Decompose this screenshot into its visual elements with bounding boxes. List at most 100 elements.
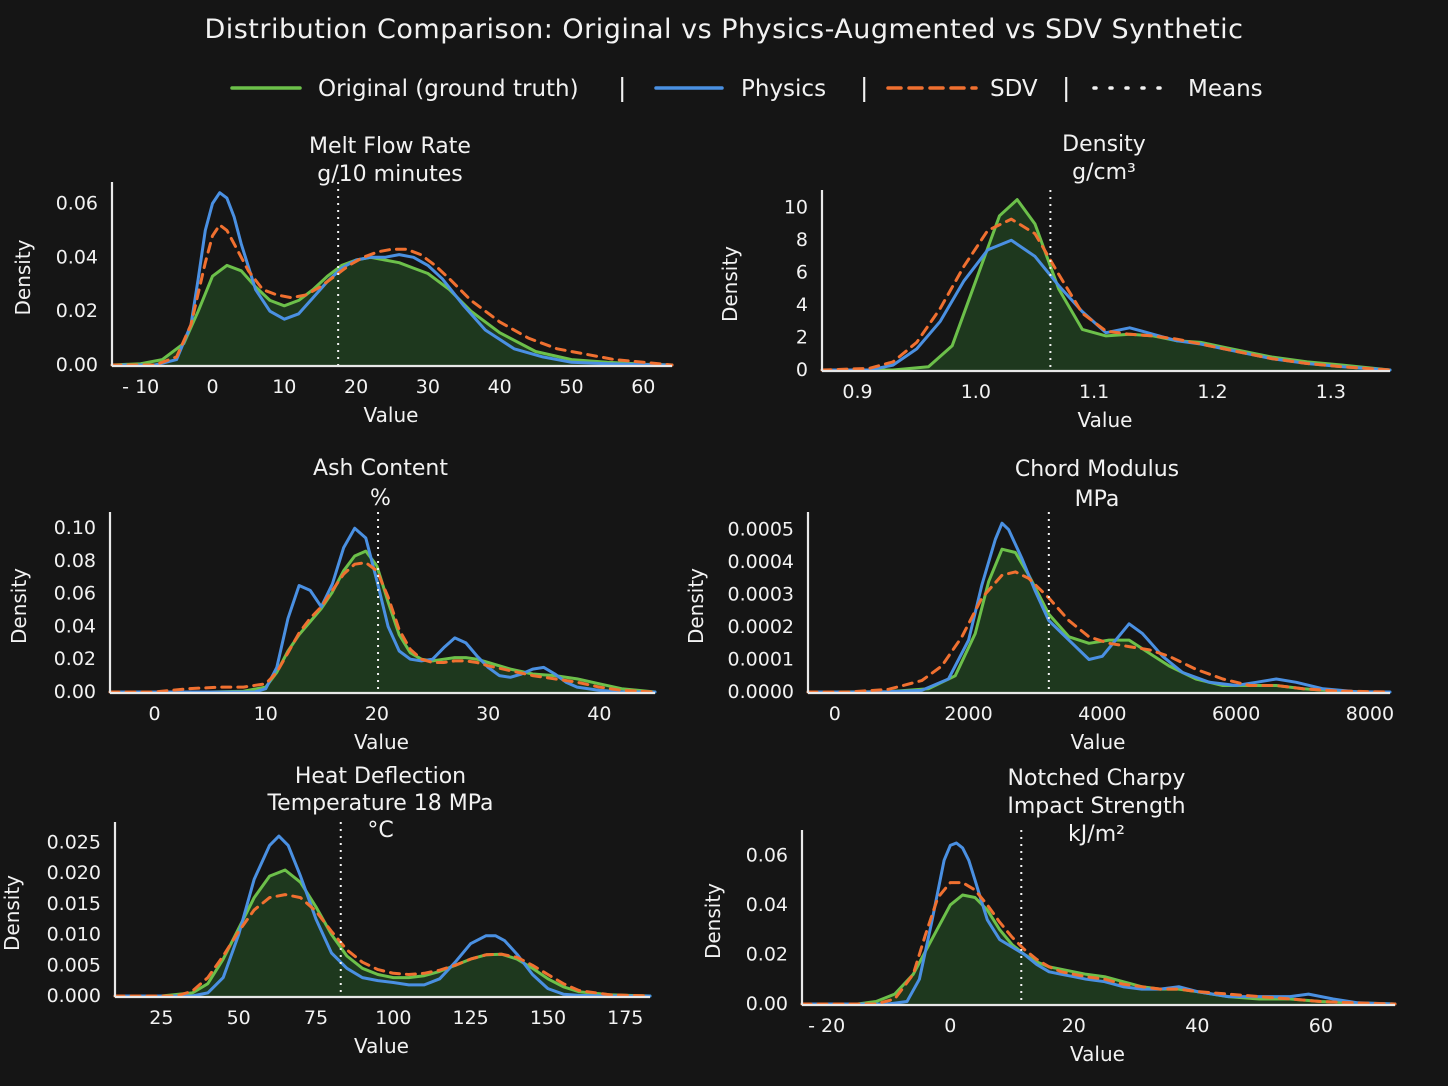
x-tick-label: 10: [272, 376, 296, 398]
x-tick-label: 20: [1062, 1015, 1086, 1037]
y-tick-label: 0.06: [746, 844, 788, 866]
series-line-sdv: [800, 881, 1397, 1006]
x-tick-label: 1.2: [1197, 381, 1227, 403]
x-tick-label: 30: [416, 376, 440, 398]
y-tick-label: 0.00: [54, 681, 96, 703]
x-axis-label: Value: [1071, 730, 1126, 754]
y-tick-label: 0.02: [56, 300, 98, 322]
original-fill-area: [822, 199, 1390, 370]
x-axis-label: Value: [1070, 1042, 1125, 1066]
y-tick-label: 6: [796, 262, 808, 284]
y-tick-label: 0.08: [54, 550, 96, 572]
y-tick-label: 0.0004: [728, 551, 794, 573]
y-tick-label: 0.04: [746, 894, 788, 916]
series-line-sdv: [110, 223, 674, 367]
x-axis-label: Value: [354, 1034, 409, 1058]
y-tick-label: 0.020: [47, 862, 101, 884]
legend: Original (ground truth) | Physics | SDV …: [228, 68, 1288, 108]
x-tick-label: 6000: [1212, 703, 1260, 725]
subplot-unit: MPa: [1075, 487, 1120, 512]
y-tick-label: 0.02: [54, 648, 96, 670]
x-tick-label: 4000: [1078, 703, 1126, 725]
y-tick-label: 0.0000: [728, 681, 794, 703]
original-fill-area: [808, 549, 1370, 692]
y-tick-label: 0.005: [47, 954, 101, 976]
x-tick-label: 50: [559, 376, 583, 398]
x-tick-label: 75: [304, 1007, 328, 1029]
x-axis-label: Value: [1078, 408, 1133, 432]
y-tick-label: 0.06: [56, 192, 98, 214]
x-tick-label: 25: [149, 1007, 173, 1029]
x-tick-label: 40: [587, 703, 611, 725]
y-tick-label: 0: [796, 359, 808, 381]
series-line-sdv: [820, 217, 1392, 372]
y-tick-label: 0.06: [54, 583, 96, 605]
subplot-unit: g/10 minutes: [317, 162, 462, 187]
x-tick-label: 1.3: [1316, 381, 1346, 403]
legend-separator: |: [1062, 73, 1070, 102]
y-tick-label: 10: [784, 197, 808, 219]
x-tick-label: 100: [375, 1007, 411, 1029]
legend-svg: Original (ground truth) | Physics | SDV …: [230, 73, 1263, 102]
x-tick-label: 8000: [1346, 703, 1394, 725]
subplot-title: Heat Deflection: [295, 764, 466, 789]
y-tick-label: 0.0003: [728, 584, 794, 606]
original-fill-area: [110, 551, 655, 692]
original-fill-area: [115, 870, 650, 996]
x-tick-label: 125: [453, 1007, 489, 1029]
subplot-title: Ash Content: [313, 456, 448, 481]
y-tick-label: 8: [796, 229, 808, 251]
x-axis-label: Value: [364, 403, 419, 427]
y-tick-label: 0.025: [47, 831, 101, 853]
x-tick-label: - 10: [122, 376, 159, 398]
x-tick-label: - 20: [808, 1015, 845, 1037]
x-tick-label: 40: [1185, 1015, 1209, 1037]
series-line-sdv: [113, 893, 652, 998]
x-tick-label: 1.0: [961, 381, 991, 403]
subplot-unit: kJ/m²: [1068, 822, 1125, 847]
subplot-unit: %: [370, 486, 391, 511]
x-tick-label: 60: [1309, 1015, 1333, 1037]
legend-label-means: Means: [1188, 76, 1263, 102]
y-tick-label: 4: [796, 294, 808, 316]
x-tick-label: 20: [365, 703, 389, 725]
subplot-title: Chord Modulus: [1015, 457, 1179, 482]
x-tick-label: 2000: [944, 703, 992, 725]
y-tick-label: 0.015: [47, 893, 101, 915]
legend-separator: |: [618, 73, 626, 102]
legend-separator: |: [860, 73, 868, 102]
x-tick-label: 30: [476, 703, 500, 725]
series-line-sdv: [108, 561, 657, 694]
series-line-sdv: [806, 570, 1392, 694]
x-tick-label: 20: [344, 376, 368, 398]
x-tick-label: 175: [607, 1007, 643, 1029]
x-tick-label: 150: [530, 1007, 566, 1029]
y-tick-label: 0.00: [746, 993, 788, 1015]
subplot-unit: Impact Strength: [1007, 794, 1185, 819]
original-fill-area: [112, 257, 672, 365]
y-tick-label: 0.00: [56, 354, 98, 376]
y-tick-label: 2: [796, 327, 808, 349]
legend-label-original: Original (ground truth): [318, 76, 579, 102]
series-line-original: [110, 255, 674, 367]
x-axis-label: Value: [354, 730, 409, 754]
x-tick-label: 0: [148, 703, 160, 725]
figure-title: Distribution Comparison: Original vs Phy…: [204, 14, 1244, 45]
series-line-physics: [800, 841, 1397, 1006]
series-line-physics: [113, 834, 652, 998]
x-tick-label: 0.9: [842, 381, 872, 403]
y-axis-label: Density: [7, 568, 31, 644]
y-tick-label: 0.0001: [728, 649, 794, 671]
legend-label-sdv: SDV: [990, 76, 1038, 102]
y-tick-label: 0.0002: [728, 616, 794, 638]
x-tick-label: 40: [488, 376, 512, 398]
y-axis-label: Density: [718, 246, 742, 322]
subplot-unit: Temperature 18 MPa: [266, 791, 493, 816]
original-fill-area: [802, 895, 1395, 1004]
subplot-unit: g/cm³: [1072, 160, 1136, 185]
y-axis-label: Density: [11, 239, 35, 315]
y-tick-label: 0.04: [54, 615, 96, 637]
subplot-title: Density: [1062, 132, 1146, 157]
y-axis-label: Density: [684, 568, 708, 644]
